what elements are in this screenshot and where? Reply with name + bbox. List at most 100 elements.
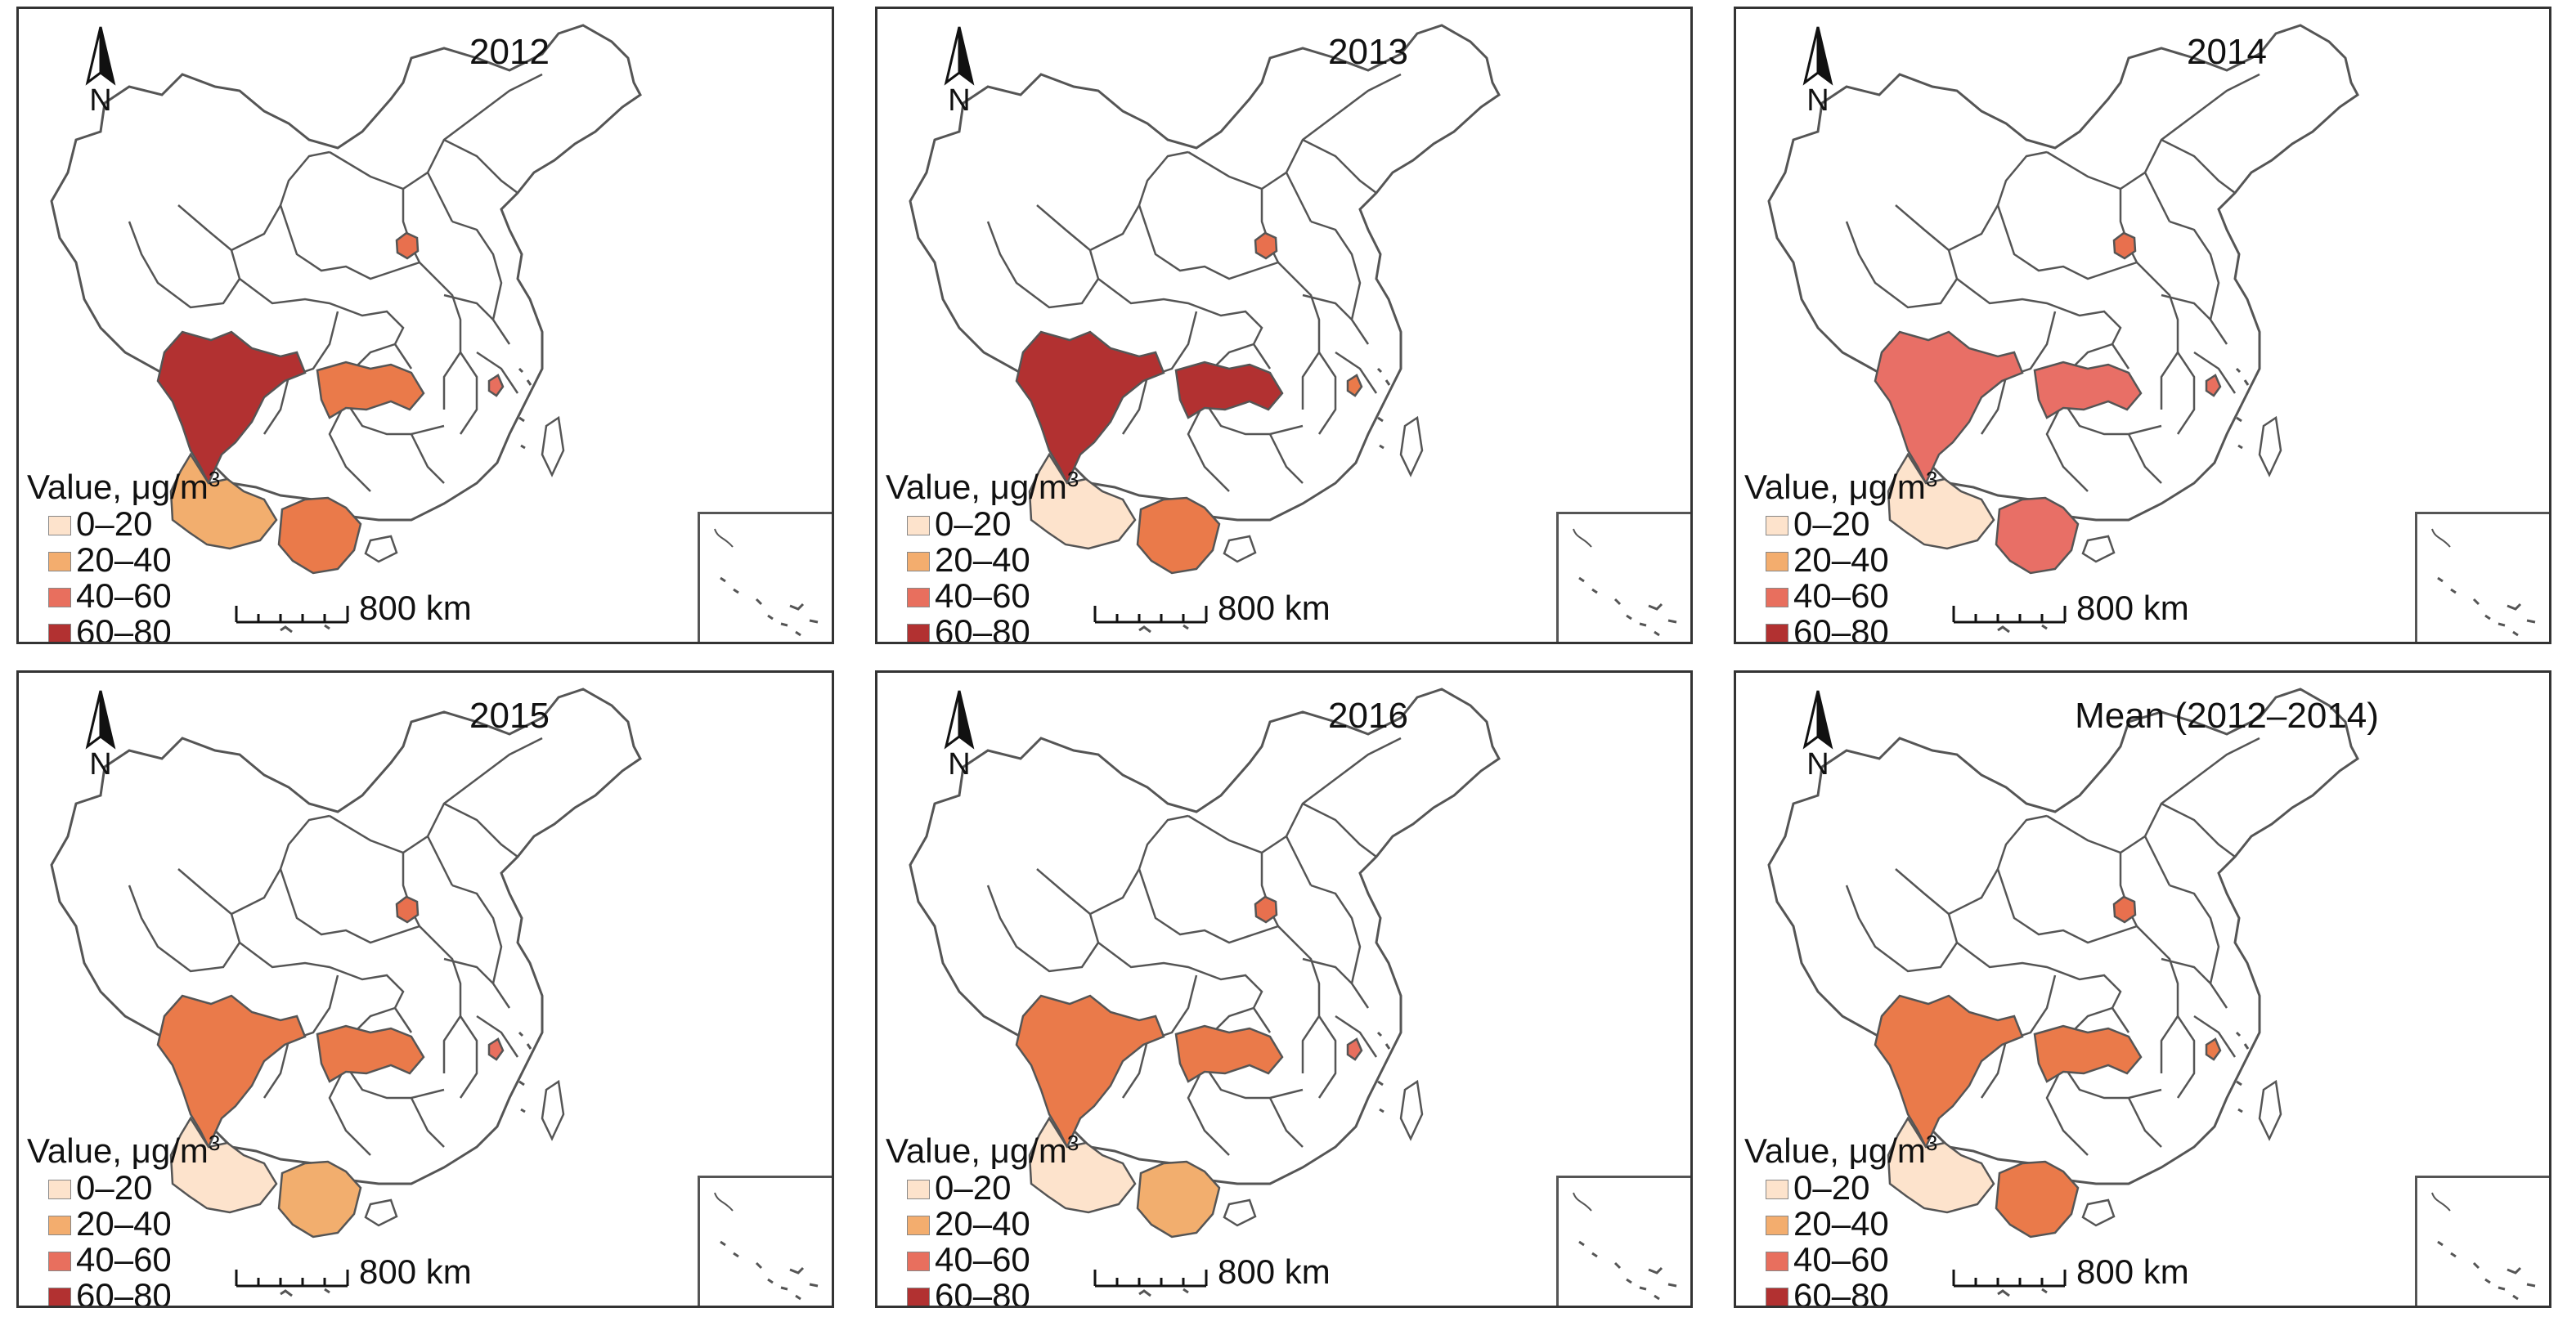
legend-label: 0–20 <box>76 504 153 543</box>
north-arrow-icon: N <box>935 25 984 118</box>
legend-item: 60–80 <box>886 1276 1229 1308</box>
region-guangxi <box>1995 496 2080 575</box>
panel-title: 2014 <box>2187 32 2267 72</box>
legend-item: 0–20 <box>886 506 1229 542</box>
legend-item: 60–80 <box>886 612 1229 644</box>
legend-label: 20–40 <box>1793 1204 1889 1243</box>
legend-swatch <box>907 552 930 571</box>
legend-title: Value, μg/m3 <box>886 467 1079 506</box>
scale-label: 800 km <box>359 589 472 627</box>
legend-label: 60–80 <box>935 1276 1030 1308</box>
legend-label: 0–20 <box>1793 504 1870 543</box>
legend-item: 40–60 <box>886 1242 1229 1278</box>
china-map <box>1767 688 2359 1297</box>
legend-item: 40–60 <box>1744 1242 2088 1278</box>
legend-swatch <box>48 1252 71 1271</box>
legend-item: 60–80 <box>1744 1278 2088 1306</box>
scale-bar: 800 km <box>1952 588 2304 629</box>
scale-bar: 800 km <box>1093 588 1445 629</box>
legend-label: 0–20 <box>935 504 1012 543</box>
legend: Value, μg/m3 0–20 20–40 40–60 <box>1744 460 2088 644</box>
region-shanghai <box>487 1037 505 1061</box>
legend-item: 0–20 <box>1744 506 2088 542</box>
legend-swatch <box>907 624 930 642</box>
region-yunnan <box>169 1116 278 1214</box>
legend-label: 0–20 <box>76 1168 153 1207</box>
region-beijing <box>1254 895 1278 924</box>
legend-item: 0–20 <box>886 1170 1229 1206</box>
south-china-sea-inset <box>1556 1176 1690 1306</box>
legend-swatch <box>1766 624 1788 642</box>
china-map <box>50 24 642 634</box>
legend-item: 0–20 <box>27 506 370 542</box>
legend-swatch <box>1766 1216 1788 1235</box>
legend-item: 20–40 <box>1744 542 2088 578</box>
china-map <box>909 24 1501 634</box>
legend-item: 40–60 <box>27 1242 370 1278</box>
legend-item: 40–60 <box>1744 578 2088 614</box>
legend-swatch <box>48 1180 71 1199</box>
map-panel-2012: 2012 N Value, μg/m3 0–20 20–40 <box>16 7 834 644</box>
region-sichuan <box>1015 330 1165 486</box>
legend-swatch <box>48 624 71 642</box>
south-china-sea-inset <box>1556 512 1690 642</box>
region-beijing <box>2112 231 2137 260</box>
legend-label: 20–40 <box>1793 540 1889 579</box>
legend-item: 20–40 <box>886 1206 1229 1242</box>
region-guangxi <box>277 1160 362 1239</box>
region-shanghai <box>2205 1037 2222 1061</box>
legend-swatch <box>1766 1252 1788 1271</box>
region-shanghai <box>2205 374 2222 397</box>
legend-title: Value, μg/m3 <box>1744 1131 1938 1170</box>
panel-title: 2015 <box>469 696 550 736</box>
region-guangxi <box>277 496 362 575</box>
legend-label: 0–20 <box>935 1168 1012 1207</box>
legend-label: 20–40 <box>935 1204 1030 1243</box>
legend-label: 60–80 <box>935 612 1030 644</box>
legend-label: 60–80 <box>1793 612 1889 644</box>
legend-item: 20–40 <box>1744 1206 2088 1242</box>
region-beijing <box>1254 231 1278 260</box>
legend-label: 0–20 <box>1793 1168 1870 1207</box>
panel-title: 2013 <box>1328 32 1408 72</box>
legend-swatch <box>907 516 930 535</box>
legend-swatch <box>1766 516 1788 535</box>
north-label: N <box>89 747 111 779</box>
legend: Value, μg/m3 0–20 20–40 40–60 <box>886 1124 1229 1308</box>
scale-label: 800 km <box>1218 1252 1331 1291</box>
legend-swatch <box>907 588 930 607</box>
legend-swatch <box>907 1216 930 1235</box>
north-arrow-icon: N <box>935 689 984 782</box>
legend-item: 20–40 <box>886 542 1229 578</box>
legend-item: 60–80 <box>27 1278 370 1306</box>
legend-swatch <box>907 1180 930 1199</box>
legend-swatch <box>48 1288 71 1306</box>
north-label: N <box>1806 83 1829 115</box>
legend-swatch <box>48 588 71 607</box>
legend-swatch <box>1766 1180 1788 1199</box>
legend-label: 20–40 <box>76 1204 172 1243</box>
legend-item: 60–80 <box>27 612 370 644</box>
china-map <box>50 688 642 1297</box>
north-arrow-icon: N <box>1793 25 1842 118</box>
north-label: N <box>948 83 970 115</box>
map-panel-mean: Mean (2012–2014) N Value, μg/m3 0–20 20–… <box>1734 670 2551 1308</box>
region-sichuan <box>156 330 307 486</box>
scale-label: 800 km <box>2076 1252 2189 1291</box>
legend-item: 20–40 <box>27 542 370 578</box>
north-arrow-icon: N <box>76 25 125 118</box>
region-hubei <box>1174 1024 1284 1083</box>
legend-swatch <box>48 516 71 535</box>
region-guangxi <box>1136 1160 1221 1239</box>
north-arrow-icon: N <box>76 689 125 782</box>
legend-swatch <box>1766 552 1788 571</box>
legend-swatch <box>48 552 71 571</box>
region-sichuan <box>1874 994 2024 1149</box>
legend-label: 20–40 <box>76 540 172 579</box>
legend-item: 60–80 <box>1744 612 2088 644</box>
legend-swatch <box>1766 588 1788 607</box>
scale-bar: 800 km <box>235 1252 586 1292</box>
north-label: N <box>948 747 970 779</box>
region-hubei <box>316 361 425 419</box>
legend-label: 60–80 <box>76 612 172 644</box>
